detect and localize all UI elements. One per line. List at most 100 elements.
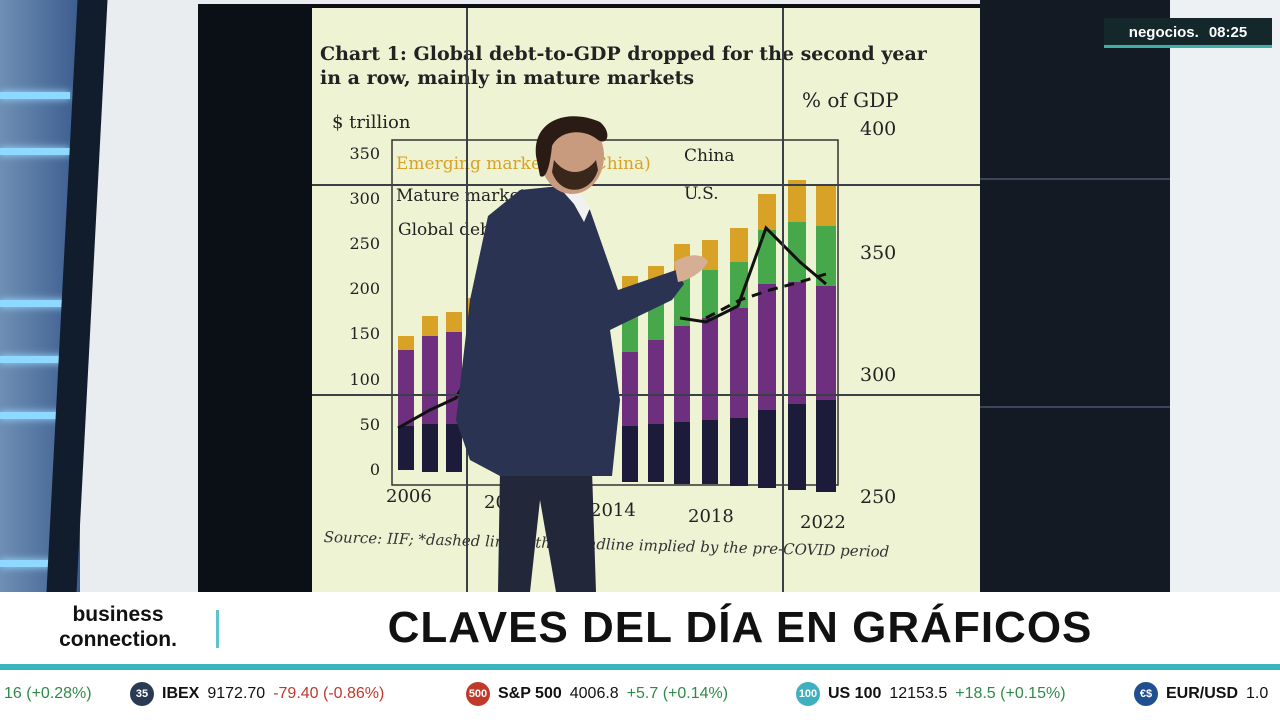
left-tick-label: 200: [349, 279, 380, 298]
panel-seam: [782, 8, 784, 592]
ticker-value: 9172.70: [207, 685, 266, 702]
right-axis-unit: % of GDP: [802, 88, 899, 112]
legend-us: U.S.: [684, 184, 719, 204]
ticker-name: US 100: [828, 685, 882, 702]
bar-emerging: [398, 336, 414, 350]
panel-seam: [980, 178, 1170, 180]
bar-china: [730, 262, 748, 308]
network-tag: negocios. 08:25: [1104, 18, 1272, 48]
right-tick-label: 300: [860, 364, 897, 386]
panel-seam: [312, 394, 980, 396]
ibex-badge-icon: 35: [130, 682, 154, 706]
chart-title: Chart 1: Global debt-to-GDP dropped for …: [320, 43, 927, 89]
left-tick-label: 0: [369, 460, 380, 479]
bar-emerging: [730, 228, 748, 262]
x-tick-label: 2006: [386, 486, 432, 507]
ticker-item: 500 S&P 500 4006.8 +5.7 (+0.14%): [466, 680, 728, 708]
bar-us: [398, 426, 414, 470]
right-wall: [1168, 0, 1280, 592]
bar-mature: [730, 308, 748, 418]
ticker-name: EUR/USD: [1166, 685, 1239, 702]
bar-mature: [788, 282, 806, 404]
sp500-badge-icon: 500: [466, 682, 490, 706]
x-tick-label: 2018: [688, 506, 734, 527]
market-ticker: 16 (+0.28%) 35 IBEX 9172.70 -79.40 (-0.8…: [0, 664, 1280, 720]
bar-mature: [422, 336, 438, 424]
led-strip: [0, 92, 70, 99]
ticker-item: 35 IBEX 9172.70 -79.40 (-0.86%): [130, 680, 384, 708]
bar-china: [788, 222, 806, 282]
bar-mature: [648, 340, 664, 424]
right-tick-label: 400: [860, 118, 897, 140]
chart-plot: [391, 139, 839, 492]
presenter: [456, 116, 708, 592]
ticker-value: 1.0: [1246, 685, 1269, 702]
bar-us: [648, 424, 664, 482]
left-tick-label: 150: [349, 324, 380, 343]
led-strip: [0, 560, 70, 567]
legend-china: China: [684, 146, 735, 166]
bar-mature: [816, 286, 836, 400]
bar-emerging: [816, 184, 836, 226]
left-tick-label: 50: [359, 415, 380, 434]
presenter-hair: [535, 116, 608, 177]
x-tick-label: 2022: [800, 512, 846, 533]
panel-seam: [980, 406, 1170, 408]
presenter-hand: [674, 255, 708, 282]
bar-mature: [758, 284, 776, 410]
left-tick-label: 250: [349, 234, 380, 253]
bar-emerging: [446, 312, 462, 332]
brand-line-1: business: [72, 603, 164, 626]
presenter-collar: [558, 186, 590, 222]
ticker-change: 16 (+0.28%): [4, 685, 92, 702]
bar-emerging: [788, 180, 806, 222]
right-tick-label: 350: [860, 242, 897, 264]
ticker-change: -79.40 (-0.86%): [273, 685, 385, 702]
panel-seam: [466, 8, 468, 592]
bar-china: [702, 270, 718, 318]
ticker-change: +18.5 (+0.15%): [955, 685, 1066, 702]
led-strip: [0, 148, 70, 155]
global-debt-line: [679, 225, 827, 324]
bar-us: [446, 424, 462, 472]
x-tick-label: 2014: [590, 500, 636, 521]
network-time: 08:25: [1208, 24, 1248, 41]
ticker-value: 4006.8: [569, 685, 619, 702]
left-axis-unit: $ trillion: [332, 112, 411, 133]
led-strip: [0, 412, 70, 419]
presenter-beard: [552, 160, 598, 190]
brand-line-2: connection.: [59, 628, 177, 651]
legend-global-debt: Global debt: [398, 220, 498, 240]
ticker-value: 12153.5: [889, 685, 948, 702]
us100-badge-icon: 100: [796, 682, 820, 706]
bar-mature: [674, 326, 690, 422]
brand-divider: [216, 610, 219, 648]
bar-us: [758, 410, 776, 488]
left-tick-label: 300: [349, 189, 380, 208]
bar-china: [758, 230, 776, 284]
lower-third: business connection. CLAVES DEL DÍA EN G…: [0, 592, 1280, 664]
bar-us: [422, 424, 438, 472]
bar-us: [788, 404, 806, 490]
ticker-item: 100 US 100 12153.5 +18.5 (+0.15%): [796, 680, 1066, 708]
bar-us: [622, 426, 638, 482]
network-name: negocios.: [1128, 24, 1199, 41]
bar-china: [816, 226, 836, 286]
bar-us: [702, 420, 718, 484]
led-strip: [0, 300, 70, 307]
bar-us: [730, 418, 748, 486]
left-tick-label: 100: [349, 370, 380, 389]
ticker-item: €$ EUR/USD 1.0: [1134, 680, 1268, 708]
chart-bars: [398, 180, 836, 492]
bar-us: [674, 422, 690, 484]
legend-mature: Mature markets: [396, 186, 536, 206]
eurusd-badge-icon: €$: [1134, 682, 1158, 706]
bar-mature: [398, 350, 414, 426]
right-tick-label: 250: [860, 486, 897, 508]
bar-emerging: [422, 316, 438, 336]
ticker-name: IBEX: [162, 685, 200, 702]
headline: CLAVES DEL DÍA EN GRÁFICOS: [387, 603, 1093, 652]
presenter-jacket: [456, 186, 684, 476]
ticker-name: S&P 500: [498, 685, 562, 702]
ticker-item: 16 (+0.28%): [4, 680, 92, 708]
